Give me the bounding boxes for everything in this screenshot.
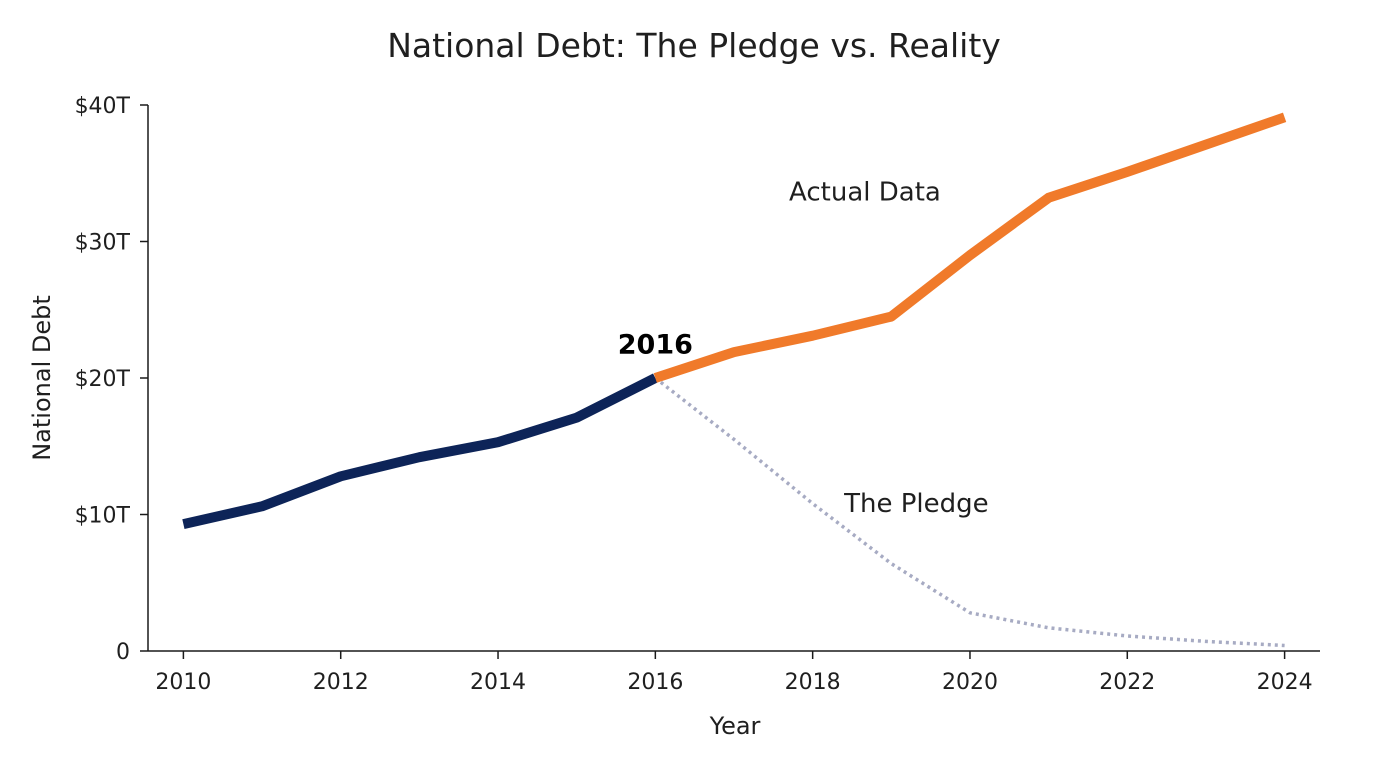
annotation-actual-data: Actual Data	[789, 178, 941, 208]
x-tick-label: 2022	[1099, 670, 1155, 695]
x-axis-label: Year	[709, 712, 761, 740]
x-tick-label: 2018	[785, 670, 841, 695]
x-tick-label: 2020	[942, 670, 998, 695]
y-tick-label: $10T	[75, 504, 131, 529]
axes: 0 $10T $20T $30T $40T 2010 2012 2014 2016 2018 202…	[75, 94, 1320, 695]
y-tick-label: $40T	[75, 94, 131, 119]
x-tick-label: 2012	[313, 670, 369, 695]
annotation-2016: 2016	[618, 329, 693, 360]
series-line-actual-data	[653, 112, 1287, 383]
x-tick-label: 2010	[155, 670, 211, 695]
annotation-the-pledge: The Pledge	[843, 489, 989, 519]
x-tick-label: 2014	[470, 670, 526, 695]
x-tick-label: 2016	[627, 670, 683, 695]
chart-title: National Debt: The Pledge vs. Reality	[387, 26, 1001, 65]
series-line-historical	[182, 373, 658, 529]
y-tick-label: 0	[116, 640, 130, 665]
series-lines	[182, 112, 1287, 648]
x-tick-label: 2024	[1257, 670, 1313, 695]
annotations: Actual Data The Pledge 2016	[618, 178, 989, 519]
y-axis-label: National Debt	[28, 295, 56, 461]
y-tick-label: $20T	[75, 367, 131, 392]
series-line-the-pledge	[654, 376, 1285, 648]
y-tick-label: $30T	[75, 231, 131, 256]
